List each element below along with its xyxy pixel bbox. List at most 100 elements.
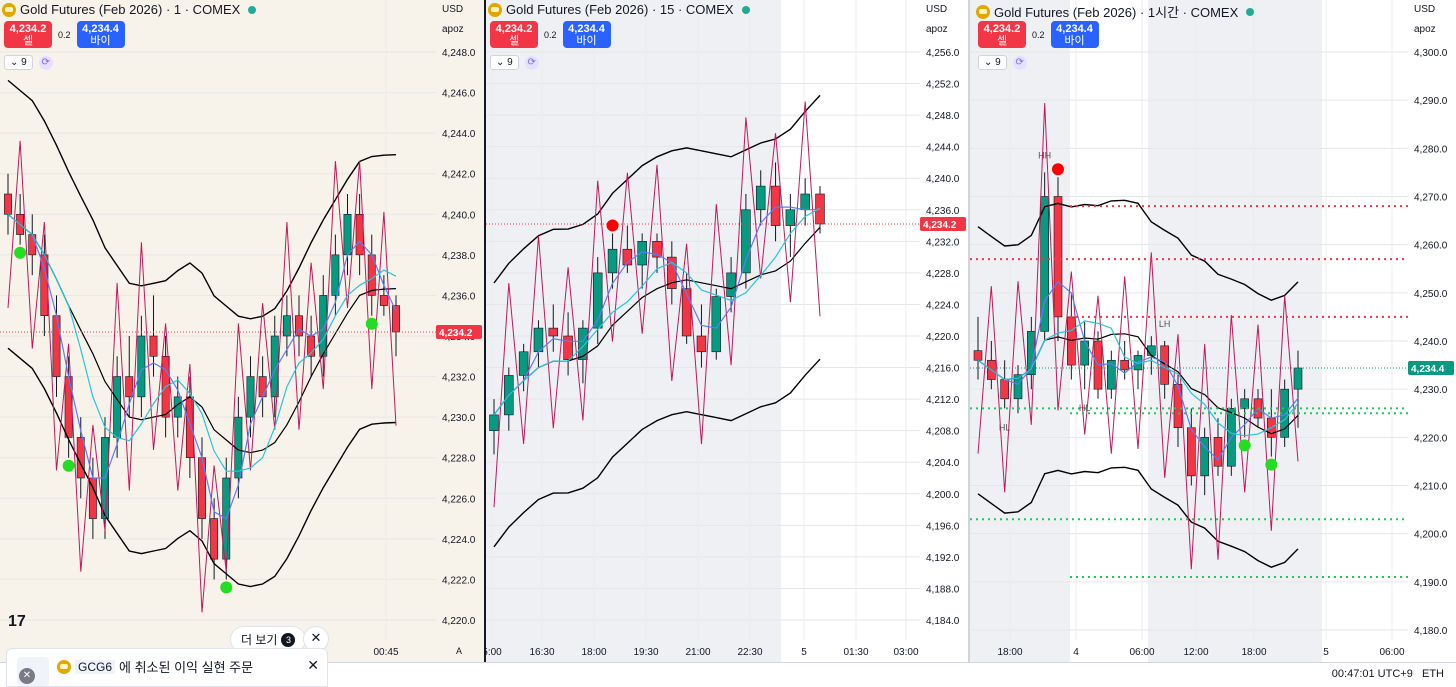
candle-body <box>392 305 400 333</box>
candle-body <box>137 335 146 398</box>
price-badge-label: 4,234.4 <box>1411 364 1445 375</box>
candle-body <box>343 213 352 256</box>
candle-body <box>331 254 340 296</box>
candle-body <box>696 335 707 353</box>
y-tick-label: 4,246.0 <box>442 89 476 100</box>
buy-button[interactable]: 4,234.4 바이 <box>76 21 125 48</box>
sell-button[interactable]: 4,234.2 셀 <box>490 21 538 48</box>
chart-header-15m: Gold Futures (Feb 2026) · 15 · COMEX <box>488 2 750 17</box>
session-shade <box>970 0 1070 662</box>
auto-scale-button[interactable]: A <box>456 646 463 656</box>
candle-body <box>681 288 692 337</box>
sync-icon[interactable]: ⟳ <box>1012 55 1027 70</box>
y-tick-label: 4,188.0 <box>926 584 960 595</box>
chart-panel-15m[interactable]: 4,256.0 4,252.0 4,248.0 4,244.0 4,240.0 4,236… <box>486 0 970 662</box>
candle-body <box>149 335 158 357</box>
buy-signal-dot <box>220 581 233 594</box>
y-tick-label: 4,196.0 <box>926 521 960 532</box>
currency-label[interactable]: USD <box>1414 4 1436 15</box>
sell-button[interactable]: 4,234.2 셀 <box>978 21 1026 48</box>
gold-coin-icon <box>57 659 71 674</box>
gold-coin-icon <box>976 4 990 19</box>
indicators-toggle[interactable]: ⌄ 9 <box>4 55 33 70</box>
x-tick-label: 18:00 <box>1241 647 1266 658</box>
chart-panel-1h[interactable]: HH LH HL HL 4,300.0 4,290.0 4,280.0 4,270.0 4,26… <box>970 0 1456 662</box>
chart-canvas-1h[interactable]: HH LH HL HL 4,300.0 4,290.0 4,280.0 4,270.0 4,26… <box>970 0 1456 662</box>
candle-body <box>295 315 303 337</box>
toast-close-icon[interactable]: ✕ <box>307 657 319 673</box>
chart-canvas-15m[interactable]: 4,256.0 4,252.0 4,248.0 4,244.0 4,240.0 4,236… <box>486 0 968 662</box>
y-tick-label: 4,232.0 <box>926 237 960 248</box>
candle-body <box>592 272 603 329</box>
y-tick-label: 4,240.0 <box>442 210 476 221</box>
unit-label[interactable]: apoz <box>1414 24 1436 35</box>
y-tick-label: 4,200.0 <box>926 490 960 501</box>
y-tick-label: 4,192.0 <box>926 553 960 564</box>
tradingview-logo[interactable]: 17 <box>8 613 26 630</box>
sync-icon[interactable]: ⟳ <box>38 55 53 70</box>
more-label: 더 보기 <box>241 633 278 647</box>
candle-body <box>1080 340 1089 366</box>
toast-symbol[interactable]: GCG6 <box>75 659 116 674</box>
currency-label[interactable]: USD <box>442 4 464 15</box>
chart-panel-1m[interactable]: 4,248.0 4,246.0 4,244.0 4,242.0 4,240.0 4,238… <box>0 0 486 662</box>
candle-body <box>1027 331 1036 376</box>
chart-canvas-1m[interactable]: 4,248.0 4,246.0 4,244.0 4,242.0 4,240.0 4,238… <box>0 0 484 662</box>
candle-body <box>741 209 751 274</box>
y-tick-label: 4,252.0 <box>926 80 960 91</box>
y-tick-label: 4,224.0 <box>926 300 960 311</box>
session-shade <box>1148 0 1322 662</box>
candle-body <box>125 376 134 398</box>
chart-title-15m: Gold Futures (Feb 2026) · 15 · COMEX <box>506 2 734 17</box>
y-tick-label: 4,300.0 <box>1414 48 1448 59</box>
ma-slow-line <box>977 320 1299 437</box>
candle-body <box>1120 359 1129 371</box>
price-badge <box>920 216 966 231</box>
unit-label[interactable]: apoz <box>926 24 948 35</box>
bollinger-lower-line <box>977 466 1299 568</box>
indicator-row-1m: ⌄ 9 ⟳ <box>4 55 53 70</box>
sync-icon[interactable]: ⟳ <box>524 55 539 70</box>
candle-body <box>246 376 255 418</box>
session-label[interactable]: ETH <box>1422 668 1444 680</box>
indicators-toggle[interactable]: ⌄ 9 <box>978 55 1007 70</box>
toast-text: 에 취소된 이익 실현 주문 <box>119 660 254 675</box>
toast-message: GCG6 에 취소된 이익 실현 주문 <box>57 657 253 676</box>
x-tick-label: 5 <box>1323 647 1329 658</box>
y-tick-label: 4,200.0 <box>1414 530 1448 541</box>
envelope-line <box>493 101 821 508</box>
price-badge-label: 4,234.2 <box>923 220 957 231</box>
sell-button[interactable]: 4,234.2 셀 <box>4 21 52 48</box>
bollinger-lower-line <box>493 358 821 548</box>
cancelled-icon: ✕ <box>19 668 35 684</box>
candle-body <box>652 241 662 258</box>
buy-button[interactable]: 4,234.4 바이 <box>562 21 611 48</box>
unit-label[interactable]: apoz <box>442 24 464 35</box>
session-shade <box>486 0 781 662</box>
indicators-toggle[interactable]: ⌄ 9 <box>490 55 519 70</box>
pivot-label: HL <box>1079 403 1091 413</box>
y-tick-label: 4,236.0 <box>926 206 960 217</box>
spread-value: 0.2 <box>544 29 557 40</box>
candle-body <box>28 234 37 256</box>
y-tick-label: 4,290.0 <box>1414 96 1448 107</box>
chart-header-1m: Gold Futures (Feb 2026) · 1 · COMEX <box>2 2 257 17</box>
y-tick-label: 4,222.0 <box>442 575 476 586</box>
buy-button[interactable]: 4,234.4 바이 <box>1050 21 1099 48</box>
indicator-row-15m: ⌄ 9 ⟳ <box>490 55 539 70</box>
bollinger-upper-line <box>7 79 397 320</box>
candle-body <box>770 185 781 226</box>
status-readout: 00:47:01 UTC+9 ETH <box>1332 668 1444 680</box>
chart-header-1h: Gold Futures (Feb 2026) · 1시간 · COMEX <box>976 2 1255 21</box>
x-tick-label: 06:00 <box>1379 647 1404 658</box>
candle-body <box>1107 359 1116 390</box>
currency-label[interactable]: USD <box>926 4 948 15</box>
trade-buttons-1h: 4,234.2 셀 0.2 4,234.4 바이 <box>978 21 1099 48</box>
y-tick-label: 4,180.0 <box>1414 626 1448 637</box>
candle-body <box>785 209 796 226</box>
clock-readout[interactable]: 00:47:01 UTC+9 <box>1331 668 1413 680</box>
x-tick-label: 18:00 <box>581 647 606 658</box>
order-toast[interactable]: ✕ GCG6 에 취소된 이익 실현 주문 ✕ <box>6 648 328 687</box>
sell-signal-dot <box>1052 163 1064 176</box>
x-tick-label: 21:00 <box>685 647 710 658</box>
